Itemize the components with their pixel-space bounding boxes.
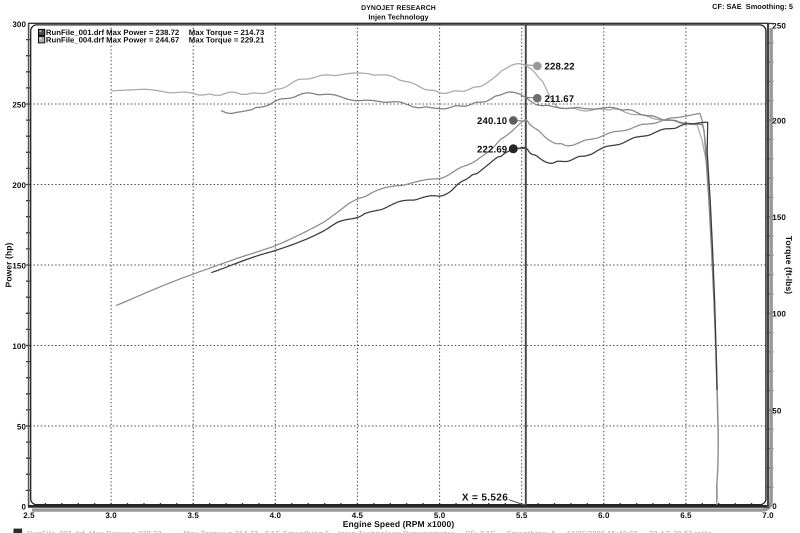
svg-text:Injen Technology: Injen Technology [368, 12, 429, 21]
svg-text:2.5: 2.5 [23, 511, 35, 520]
svg-text:CF: SAE Smoothing: 5: CF: SAE Smoothing: 5 [712, 2, 793, 11]
svg-text:Torque (ft-lbs): Torque (ft-lbs) [784, 236, 794, 295]
svg-text:Max Torque = 214.73: Max Torque = 214.73 [189, 28, 265, 37]
svg-text:222.69: 222.69 [477, 145, 507, 156]
svg-text:250: 250 [12, 100, 26, 109]
svg-text:7.0: 7.0 [762, 511, 774, 520]
svg-text:240.10: 240.10 [477, 116, 507, 127]
svg-text:150: 150 [772, 213, 786, 222]
svg-text:228.22: 228.22 [545, 62, 575, 73]
svg-text:150: 150 [12, 261, 26, 270]
svg-text:0: 0 [772, 502, 777, 511]
svg-text:6.5: 6.5 [680, 511, 692, 520]
svg-text:200: 200 [772, 117, 786, 126]
svg-text:RunFile_001.drf Max Power = 23: RunFile_001.drf Max Power = 238.72 [46, 28, 179, 37]
svg-text:50: 50 [772, 406, 782, 415]
svg-text:0: 0 [21, 502, 26, 511]
svg-text:Engine Speed (RPM x1000): Engine Speed (RPM x1000) [343, 519, 455, 529]
svg-text:6.0: 6.0 [598, 511, 610, 520]
svg-text:100: 100 [772, 310, 786, 319]
svg-text:Max Torque = 229.21: Max Torque = 229.21 [189, 36, 265, 45]
svg-text:5.5: 5.5 [516, 511, 528, 520]
svg-text:100: 100 [12, 342, 26, 351]
svg-text:300: 300 [12, 20, 26, 29]
svg-text:50: 50 [17, 422, 27, 431]
svg-text:4.5: 4.5 [352, 511, 364, 520]
svg-text:RunFile_001.drf Max Power = 2: RunFile_001.drf Max Power = 238.72 Max T… [27, 529, 712, 533]
svg-text:5.0: 5.0 [434, 511, 446, 520]
svg-text:211.67: 211.67 [545, 94, 575, 105]
svg-text:DYNOJET RESEARCH: DYNOJET RESEARCH [361, 5, 436, 12]
svg-text:X = 5.526: X = 5.526 [462, 493, 508, 504]
svg-text:3.5: 3.5 [187, 511, 199, 520]
svg-text:200: 200 [12, 181, 26, 190]
svg-text:250: 250 [772, 21, 786, 30]
svg-text:Power (hp): Power (hp) [4, 242, 14, 287]
svg-text:4.0: 4.0 [270, 511, 282, 520]
svg-text:RunFile_004.drf Max Power = 24: RunFile_004.drf Max Power = 244.67 [46, 36, 179, 45]
svg-text:3.0: 3.0 [105, 511, 117, 520]
